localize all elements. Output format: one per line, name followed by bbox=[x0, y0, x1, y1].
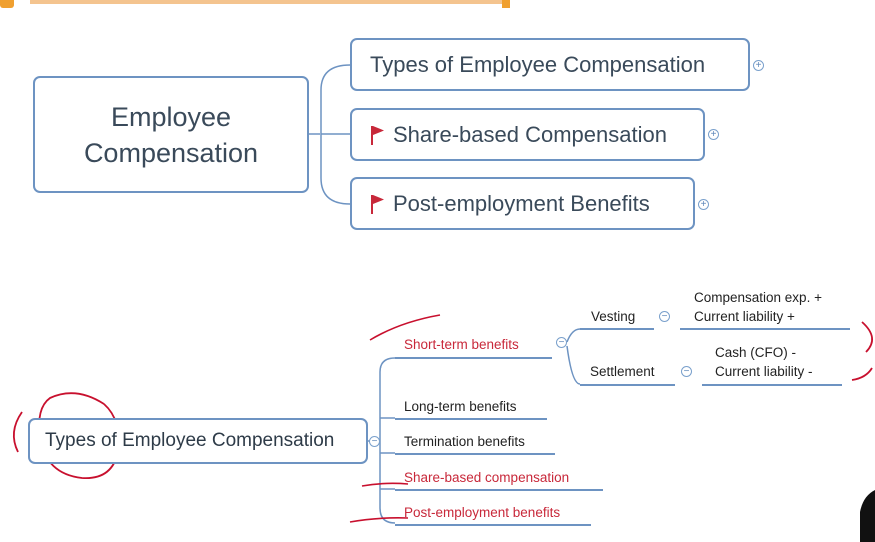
central-topic-node[interactable]: Employee Compensation bbox=[33, 76, 309, 193]
top-accent-bar bbox=[30, 0, 510, 4]
topic-types-of-compensation[interactable]: Types of Employee Compensation bbox=[350, 38, 750, 91]
branch-underline bbox=[395, 357, 552, 359]
red-flag-icon bbox=[371, 125, 384, 145]
topic-label: Share-based Compensation bbox=[393, 121, 667, 147]
vesting-detail-line1: Compensation exp. + bbox=[694, 290, 822, 305]
branch-underline bbox=[395, 453, 555, 455]
topic-label: Types of Employee Compensation bbox=[370, 51, 706, 77]
red-flag-icon bbox=[371, 194, 384, 214]
branch-underline bbox=[702, 384, 842, 386]
branch-post-employment-benefits[interactable]: Post-employment benefits bbox=[404, 505, 561, 520]
branch-termination-benefits[interactable]: Termination benefits bbox=[404, 434, 525, 449]
branch-short-term-benefits[interactable]: Short-term benefits bbox=[404, 337, 519, 352]
node-settlement[interactable]: Settlement bbox=[590, 364, 655, 379]
central-topic-label: Employee Compensation bbox=[83, 101, 259, 168]
settlement-detail-line2: Current liability - bbox=[715, 364, 813, 379]
branch-underline bbox=[580, 384, 675, 386]
branch-underline bbox=[680, 328, 850, 330]
branch-underline bbox=[580, 328, 654, 330]
branch-long-term-benefits[interactable]: Long-term benefits bbox=[404, 399, 517, 414]
topic-share-based-compensation[interactable]: Share-based Compensation bbox=[350, 108, 705, 161]
collapse-icon[interactable]: − bbox=[556, 337, 567, 348]
branch-underline bbox=[395, 524, 591, 526]
top-accent-right bbox=[502, 0, 510, 8]
node-vesting[interactable]: Vesting bbox=[591, 309, 636, 324]
vesting-detail-line2: Current liability + bbox=[694, 309, 795, 324]
topic-post-employment-benefits[interactable]: Post-employment Benefits bbox=[350, 177, 695, 230]
topic-label: Post-employment Benefits bbox=[393, 190, 650, 216]
collapse-icon[interactable]: − bbox=[369, 436, 380, 447]
collapse-icon[interactable]: − bbox=[659, 311, 670, 322]
collapse-icon[interactable]: − bbox=[681, 366, 692, 377]
root-topic-node[interactable]: Types of Employee Compensation bbox=[28, 418, 368, 464]
expand-icon[interactable]: + bbox=[753, 60, 764, 71]
expand-icon[interactable]: + bbox=[698, 199, 709, 210]
top-accent-left bbox=[0, 0, 14, 8]
branch-underline bbox=[395, 418, 547, 420]
branch-underline bbox=[395, 489, 603, 491]
root-topic-label: Types of Employee Compensation bbox=[45, 430, 335, 451]
branch-share-based-compensation[interactable]: Share-based compensation bbox=[404, 470, 570, 485]
expand-icon[interactable]: + bbox=[708, 129, 719, 140]
settlement-detail-line1: Cash (CFO) - bbox=[715, 345, 796, 360]
